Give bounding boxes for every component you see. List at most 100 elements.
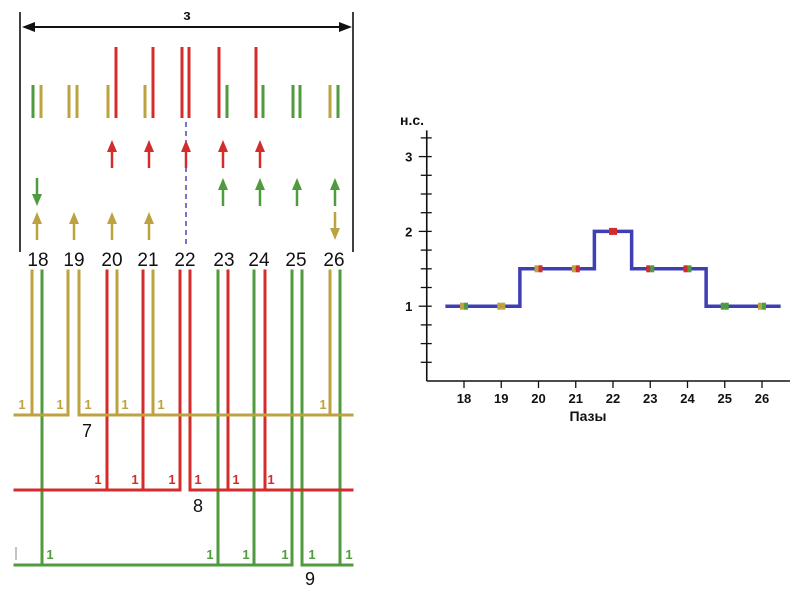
turn-label-green: 1 xyxy=(345,547,352,562)
data-point-18 xyxy=(460,302,468,310)
turn-label-green: 1 xyxy=(281,547,288,562)
marker-left-half xyxy=(720,302,725,310)
x-tick-label: 18 xyxy=(457,391,471,406)
marker-right-half xyxy=(762,302,766,310)
current-arrow-up-icon xyxy=(144,212,154,240)
current-arrow-up-icon xyxy=(181,140,191,168)
x-tick-label: 20 xyxy=(531,391,545,406)
x-tick-label: 21 xyxy=(569,391,583,406)
x-tick-label: 26 xyxy=(755,391,769,406)
turn-label-red: 1 xyxy=(94,472,101,487)
arrow-head xyxy=(32,194,42,206)
turn-label-green: 1 xyxy=(46,547,53,562)
marker-left-half xyxy=(460,302,464,310)
marker-left-half xyxy=(646,265,651,273)
arrow-head xyxy=(107,140,117,152)
x-tick-label: 19 xyxy=(494,391,508,406)
marker-left-half xyxy=(571,265,576,273)
arrow-head xyxy=(255,178,265,190)
current-arrow-up-icon xyxy=(255,140,265,168)
y-tick-label: 1 xyxy=(405,299,412,314)
turn-label-red: 1 xyxy=(267,472,274,487)
marker-left-half xyxy=(758,302,762,310)
turn-label-gold: 1 xyxy=(121,397,128,412)
marker-right-half xyxy=(613,227,617,235)
marker-right-half xyxy=(687,265,692,273)
current-arrow-up-icon xyxy=(255,178,265,206)
winding-conductors xyxy=(13,47,354,567)
current-arrow-up-icon xyxy=(107,140,117,168)
data-point-24 xyxy=(683,265,692,273)
dimension-arrowhead-left xyxy=(22,22,35,32)
current-arrow-down-icon xyxy=(330,212,340,240)
marker-right-half xyxy=(650,265,655,273)
current-arrow-down-icon xyxy=(32,178,42,206)
marker-right-half xyxy=(464,302,468,310)
marker-right-half xyxy=(724,302,729,310)
turn-label-gold: 1 xyxy=(84,397,91,412)
lead-label-red: 8 xyxy=(193,496,203,516)
arrow-head xyxy=(181,140,191,152)
dimension-arrowhead-right xyxy=(339,22,352,32)
arrow-head xyxy=(292,178,302,190)
data-point-26 xyxy=(758,302,766,310)
arrow-head xyxy=(69,212,79,224)
data-point-19 xyxy=(497,302,506,310)
marker-left-half xyxy=(609,227,613,235)
current-arrow-up-icon xyxy=(292,178,302,206)
lead-labels: 7 8 9 xyxy=(82,421,315,589)
y-axis-label: н.с. xyxy=(400,112,424,128)
slot-label: 24 xyxy=(248,250,270,271)
turn-label-gold: 1 xyxy=(157,397,164,412)
data-point-25 xyxy=(720,302,729,310)
mmf-series-line xyxy=(445,229,781,308)
turn-label-green: 1 xyxy=(206,547,213,562)
slot-labels: 18 19 20 21 22 23 24 25 26 xyxy=(27,250,344,271)
x-tick-label: 23 xyxy=(643,391,657,406)
turn-labels-green: 1 1 1 1 1 1 xyxy=(46,547,352,562)
arrow-head xyxy=(218,178,228,190)
x-tick-label: 22 xyxy=(606,391,620,406)
turn-label-red: 1 xyxy=(168,472,175,487)
lead-label-gold: 7 xyxy=(82,421,92,441)
marker-right-half xyxy=(501,302,506,310)
arrow-head xyxy=(330,178,340,190)
slot-label: 25 xyxy=(285,250,306,271)
turn-label-green: 1 xyxy=(308,547,315,562)
slot-label: 20 xyxy=(101,250,122,271)
x-axis-label: Пазы xyxy=(570,408,607,424)
arrow-head xyxy=(32,212,42,224)
arrow-head xyxy=(144,212,154,224)
slot-label: 23 xyxy=(213,250,234,271)
data-point-22 xyxy=(609,227,617,235)
current-arrow-up-icon xyxy=(218,140,228,168)
arrow-head xyxy=(218,140,228,152)
current-arrow-up-icon xyxy=(218,178,228,206)
turn-label-red: 1 xyxy=(131,472,138,487)
slot-label: 21 xyxy=(137,250,158,271)
data-point-21 xyxy=(571,265,580,273)
span-label: з xyxy=(183,7,190,24)
current-arrow-up-icon xyxy=(144,140,154,168)
turn-label-gold: 1 xyxy=(18,397,25,412)
turn-labels-gold: 1 1 1 1 1 1 xyxy=(18,397,326,412)
marker-left-half xyxy=(683,265,688,273)
x-tick-label: 24 xyxy=(680,391,695,406)
x-tick-label: 25 xyxy=(718,391,732,406)
lead-label-green: 9 xyxy=(305,569,315,589)
slot-label: 18 xyxy=(27,250,48,271)
current-arrow-up-icon xyxy=(32,212,42,240)
arrow-head xyxy=(144,140,154,152)
marker-right-half xyxy=(575,265,580,273)
slot-label: 19 xyxy=(63,250,84,271)
winding-diagram: з 18 19 20 21 22 23 24 25 26 1 1 1 1 1 1… xyxy=(13,7,354,589)
current-arrow-up-icon xyxy=(69,212,79,240)
current-arrow-up-icon xyxy=(330,178,340,206)
turn-label-gold: 1 xyxy=(56,397,63,412)
y-tick-label: 3 xyxy=(405,150,412,165)
arrow-head xyxy=(255,140,265,152)
arrow-head xyxy=(107,212,117,224)
turn-label-green: 1 xyxy=(242,547,249,562)
